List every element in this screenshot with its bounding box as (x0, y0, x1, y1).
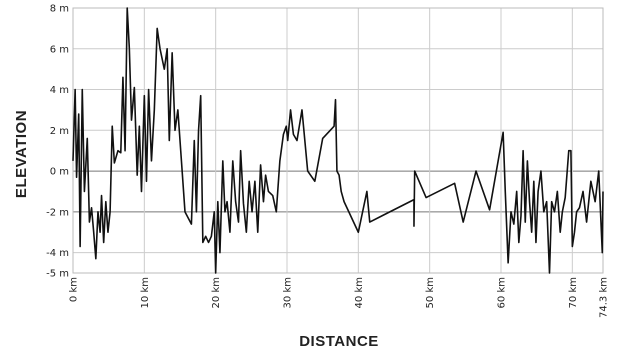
y-tick-label: -5 m (46, 269, 69, 280)
x-tick-label: 40 km (354, 277, 365, 308)
y-tick-label: -2 m (46, 207, 69, 218)
y-tick-label: 6 m (50, 44, 69, 55)
x-tick-label: 30 km (282, 277, 293, 308)
x-tick-label: 0 km (69, 277, 80, 302)
x-axis-title: DISTANCE (299, 333, 379, 350)
x-tick-label: 50 km (425, 277, 436, 308)
x-tick-label: 20 km (211, 277, 222, 308)
x-tick-label: 60 km (496, 277, 507, 308)
x-tick-label: 10 km (140, 277, 151, 308)
y-tick-label: 8 m (50, 4, 69, 15)
elevation-line (72, 7, 604, 274)
y-tick-label: 4 m (50, 85, 69, 96)
x-tick-label: 74.3 km (599, 277, 610, 318)
y-axis-title: ELEVATION (13, 110, 30, 198)
y-tick-label: -4 m (46, 248, 69, 259)
x-tick-label: 70 km (568, 277, 579, 308)
y-tick-label: 2 m (50, 126, 69, 137)
y-tick-label: 0 m (50, 167, 69, 178)
